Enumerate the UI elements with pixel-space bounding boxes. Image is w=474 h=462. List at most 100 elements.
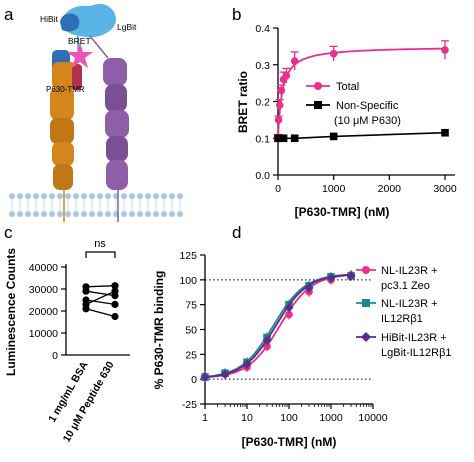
membrane-head: [49, 193, 55, 199]
panel-d-y-tick-label: -25: [182, 399, 197, 411]
membrane-head: [169, 193, 175, 199]
panel-b-x-tick-label: 0: [275, 183, 281, 195]
panel-c-y-tick-label: 20000: [29, 306, 58, 318]
membrane-head: [177, 211, 183, 217]
series-2-point: [346, 271, 356, 281]
nonspecific-point: [329, 132, 338, 141]
total-point: [282, 71, 291, 80]
paired-line: [85, 285, 116, 288]
panel-d-x-tick-label: 100: [280, 412, 298, 424]
membrane-head: [9, 211, 15, 217]
significance-bracket: [85, 251, 116, 258]
panel-b-y-tick-label: 0.4: [255, 23, 270, 35]
panel-d-x-tick-label: 10: [241, 412, 253, 424]
series-2-point: [326, 273, 336, 283]
paired-line: [85, 308, 116, 318]
panel-b-legend: Total Non-Specific (10 μM P630): [306, 81, 401, 127]
nonspecific-point: [275, 134, 284, 143]
membrane-head: [145, 211, 151, 217]
hibit-label: HiBit: [40, 14, 59, 24]
nanoluc-complex: [60, 4, 116, 59]
panel-d-x-axis-title: [P630-TMR] (nM): [242, 435, 337, 449]
membrane-head: [177, 193, 183, 199]
panel-b-x-tick-label: 3000: [433, 183, 457, 195]
legend-pc31-line1: NL-IL23R +: [381, 265, 438, 277]
nonspecific-point: [290, 134, 299, 143]
legend-nonspecific: Non-Specific: [336, 100, 399, 112]
membrane-head: [25, 211, 31, 217]
membrane-head: [97, 211, 103, 217]
legend-hibit-line1: HiBit-IL23R +: [381, 332, 447, 344]
membrane-head: [17, 211, 23, 217]
membrane-head: [105, 211, 111, 217]
nonspecific-point: [279, 134, 288, 143]
total-point: [274, 116, 283, 124]
lgbit-label: LgBit: [117, 22, 137, 32]
panel-d-x-tick-label: 10000: [358, 412, 387, 424]
membrane-head: [17, 193, 23, 199]
bsa-point: [82, 305, 90, 313]
panel-d-y-tick-label: 25: [185, 349, 197, 361]
significance-label: ns: [94, 238, 106, 250]
peptide-point: [111, 312, 119, 321]
membrane-head: [161, 211, 167, 217]
series-2-point: [242, 359, 252, 369]
series-2-point: [284, 303, 294, 313]
membrane-head: [129, 193, 135, 199]
il23r-receptor: [50, 50, 78, 222]
total-point: [275, 101, 284, 109]
membrane-head: [137, 211, 143, 217]
membrane-head: [89, 211, 95, 217]
membrane-head: [57, 193, 63, 199]
receptor-schematic: HiBit LgBit BRET P630-TMR: [9, 4, 183, 222]
panel-b-bret-saturation: 0.0 0.1 0.2 0.3 0.4 0 1000 2000 3000 BRET ratio…: [236, 23, 457, 219]
cell-membrane: [9, 193, 183, 217]
panel-d-legend: NL-IL23R + pc3.1 Zeo NL-IL23R + IL12Rβ1 …: [356, 265, 452, 359]
total-point: [290, 57, 299, 65]
panel-letter-c: c: [4, 223, 13, 242]
panel-d-binding-curves: -25 0 25 50 75 100 125 1 10 100 1000 10000 % P630-…: [152, 250, 452, 449]
panel-letter-b: b: [232, 5, 241, 24]
membrane-head: [129, 211, 135, 217]
panel-d-y-tick-label: 125: [179, 250, 197, 262]
membrane-head: [121, 193, 127, 199]
legend-il12rb1-line2: IL12Rβ1: [381, 313, 423, 325]
legend-pc31-marker: [362, 266, 370, 274]
panel-d-y-tick-label: 100: [179, 275, 197, 287]
membrane-head: [65, 193, 71, 199]
total-point: [329, 49, 338, 58]
panel-c-y-axis-title: Luminescence Counts: [4, 248, 18, 376]
bsa-point: [82, 296, 90, 304]
series-0-point: [263, 342, 271, 351]
panel-b-y-axis-title: BRET ratio: [236, 71, 250, 133]
panel-c-luminescence: 0 10000 20000 30000 40000 ns Luminescence Co…: [4, 238, 130, 444]
legend-pc31-line2: pc3.1 Zeo: [381, 280, 430, 292]
membrane-head: [65, 211, 71, 217]
membrane-head: [25, 193, 31, 199]
membrane-head: [41, 193, 47, 199]
legend-hibit-line2: LgBit-IL12Rβ1: [381, 347, 452, 359]
membrane-head: [169, 211, 175, 217]
paired-line: [85, 290, 116, 305]
panel-c-y-tick-label: 0: [52, 350, 58, 362]
membrane-head: [41, 211, 47, 217]
membrane-head: [81, 211, 87, 217]
membrane-head: [97, 193, 103, 199]
nonspecific-point: [441, 128, 449, 137]
membrane-head: [121, 211, 127, 217]
panel-d-x-tick-label: 1000: [319, 412, 343, 424]
membrane-head: [73, 211, 79, 217]
membrane-head: [57, 211, 63, 217]
membrane-head: [145, 193, 151, 199]
panel-c-y-tick-label: 40000: [29, 262, 58, 274]
membrane-head: [9, 193, 15, 199]
panel-b-y-tick-label: 0.2: [255, 97, 270, 109]
membrane-head: [33, 211, 39, 217]
panel-b-x-tick-label: 1000: [322, 183, 346, 195]
panel-b-x-axis-title: [P630-TMR] (nM): [295, 205, 390, 219]
series-0-point: [285, 310, 293, 319]
panel-letter-a: a: [4, 5, 14, 24]
series-2-point: [304, 283, 314, 293]
panel-b-y-tick-label: 0.1: [255, 133, 270, 145]
